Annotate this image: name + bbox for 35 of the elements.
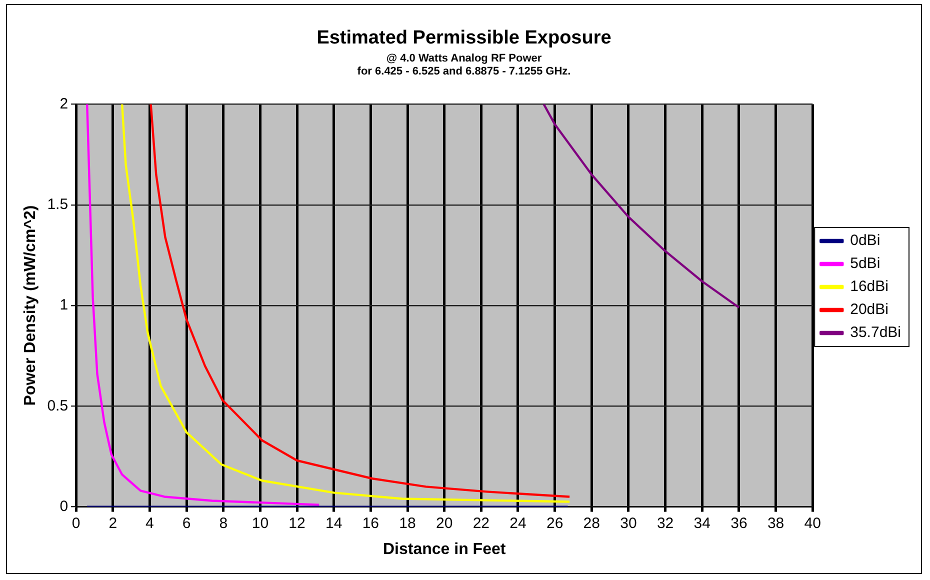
x-tick-label: 18 [399,514,416,532]
legend-label: 0dBi [850,232,880,250]
x-tick-label: 10 [252,514,269,532]
x-tick-label: 30 [620,514,637,532]
x-tick-label: 32 [656,514,674,532]
x-tick-label: 0 [72,514,80,532]
y-tick-label: 1.5 [47,196,68,213]
legend-label: 20dBi [850,301,888,318]
x-tick-label: 28 [583,514,600,532]
x-tick-label: 2 [108,514,118,532]
x-tick-label: 12 [288,514,306,532]
x-axis-title: Distance in Feet [382,540,506,558]
x-tick-label: 22 [472,514,490,532]
x-tick-label: 34 [694,514,710,532]
x-tick-label: 8 [219,514,228,532]
y-axis-title: Power Density (mW/cm^2) [22,205,40,406]
legend-label: 5dBi [850,255,880,272]
x-tick-label: 24 [510,514,526,532]
y-tick-label: 0.5 [47,397,68,414]
x-tick-label: 38 [767,514,784,532]
x-tick-label: 14 [326,514,342,532]
x-tick-label: 4 [146,514,154,532]
chart-subtitle: @ 4.0 Watts Analog RF Power for 6.425 - 6.525 and 6.8875 - 7.1255 GHz. [357,52,571,78]
x-tick-label: 36 [730,514,748,532]
x-tick-label: 26 [546,514,564,532]
legend-label: 16dBi [850,278,888,296]
legend-label: 35.7dBi [850,324,901,342]
x-tick-label: 16 [362,514,380,532]
y-tick-label: 2 [60,95,68,112]
x-tick-label: 20 [436,514,453,532]
chart-title: Estimated Permissible Exposure [316,28,612,49]
x-tick-label: 40 [804,514,821,532]
x-tick-label: 6 [182,514,191,532]
y-tick-label: 0 [60,498,68,515]
y-tick-label: 1 [60,296,68,314]
